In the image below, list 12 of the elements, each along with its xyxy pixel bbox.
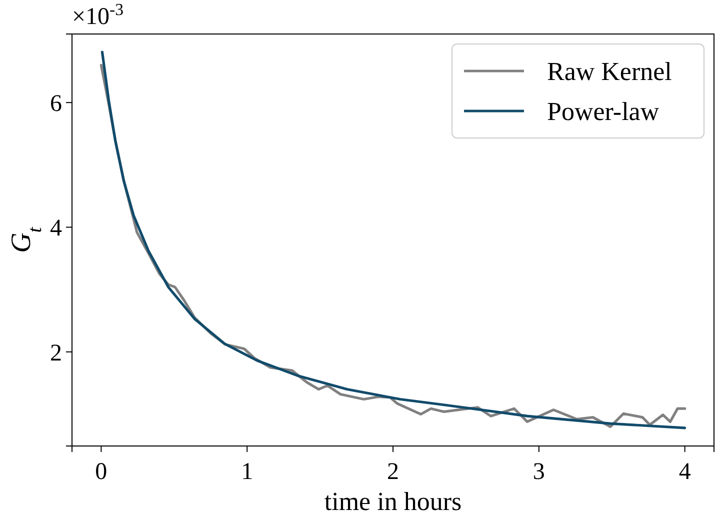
legend-label: Power-law bbox=[547, 97, 660, 126]
y-tick-label: 6 bbox=[50, 90, 62, 117]
x-tick-label: 4 bbox=[678, 459, 691, 485]
x-axis-title: time in hours bbox=[324, 487, 462, 516]
y-tick-label: 4 bbox=[50, 216, 62, 242]
text: ×10$^{-3}$ bbox=[72, 0, 124, 30]
legend-label: Raw Kernel bbox=[547, 57, 672, 86]
x-tick-label: 0 bbox=[95, 459, 108, 485]
x-tick-label: 1 bbox=[241, 459, 254, 485]
x-tick-label: 3 bbox=[532, 459, 545, 485]
x-tick-label: 2 bbox=[387, 459, 399, 485]
y-tick-label: 2 bbox=[50, 340, 62, 366]
